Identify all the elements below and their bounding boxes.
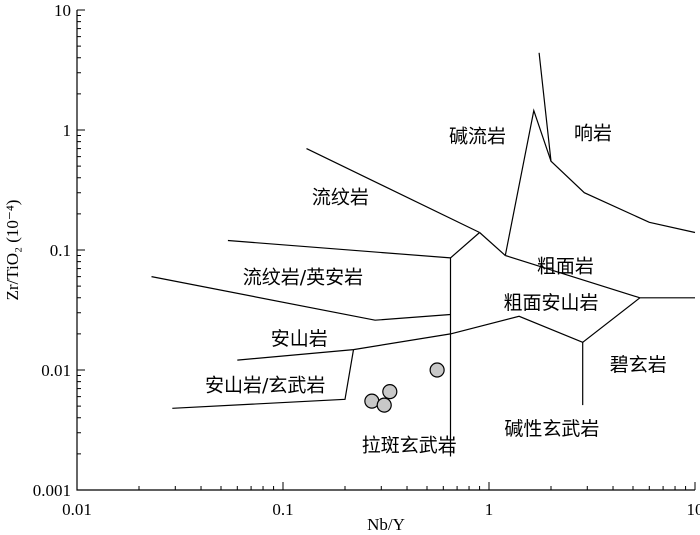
- sample-point: [382, 384, 398, 400]
- field-boundaries: [151, 52, 696, 457]
- field-label: 安山岩: [271, 328, 328, 350]
- field-label: 流纹岩/英安岩: [243, 267, 363, 289]
- field-boundary-line: [151, 276, 451, 321]
- sample-point: [376, 397, 392, 413]
- sample-point: [429, 362, 445, 378]
- field-label: 碱性玄武岩: [504, 418, 599, 440]
- x-tick-label: 1: [485, 500, 494, 519]
- field-boundary-line: [538, 52, 696, 234]
- y-tick-label: 10: [54, 1, 71, 20]
- x-tick-label: 0.01: [62, 500, 92, 519]
- field-label: 响岩: [574, 123, 612, 145]
- field-boundary-line: [450, 297, 641, 343]
- axes: [76, 10, 695, 491]
- field-label: 碧玄岩: [610, 354, 667, 376]
- field-boundary-line: [449, 232, 480, 457]
- field-label: 碱流岩: [449, 125, 506, 147]
- field-label: 粗面岩: [537, 256, 594, 278]
- x-tick-label: 10: [687, 500, 700, 519]
- sample-points: [364, 362, 445, 413]
- field-boundary-line: [237, 333, 451, 361]
- y-tick-label: 0.01: [41, 361, 71, 380]
- field-label: 流纹岩: [312, 186, 369, 208]
- field-labels: 碱流岩 响岩流纹岩粗面岩流纹岩/英安岩粗面安山岩安山岩碧玄岩安山岩/玄武岩碱性玄武…: [205, 123, 667, 457]
- y-tick-label: 0.001: [33, 481, 71, 500]
- y-tick-label: 0.1: [50, 241, 71, 260]
- field-boundary-line: [227, 239, 451, 259]
- x-axis-title: Nb/Y: [367, 515, 405, 534]
- x-axis-ticks: 0.01 0.1 1 10: [62, 482, 700, 519]
- y-tick-label: 1: [63, 121, 72, 140]
- field-label: 安山岩/玄武岩: [205, 374, 325, 396]
- field-boundary-line: [306, 148, 480, 234]
- y-axis-title: Zr/TiO₂ (10⁻⁴): [3, 200, 22, 301]
- field-boundary-line: [479, 232, 506, 256]
- field-boundary-line: [504, 108, 552, 256]
- y-axis-ticks: 0.001 0.01 0.1 1 10: [33, 1, 85, 500]
- x-tick-label: 0.1: [272, 500, 293, 519]
- axis-frame: [76, 10, 695, 491]
- field-boundary-line: [172, 349, 355, 409]
- field-label: 粗面安山岩: [504, 292, 599, 314]
- field-label: 拉斑玄武岩: [362, 434, 457, 456]
